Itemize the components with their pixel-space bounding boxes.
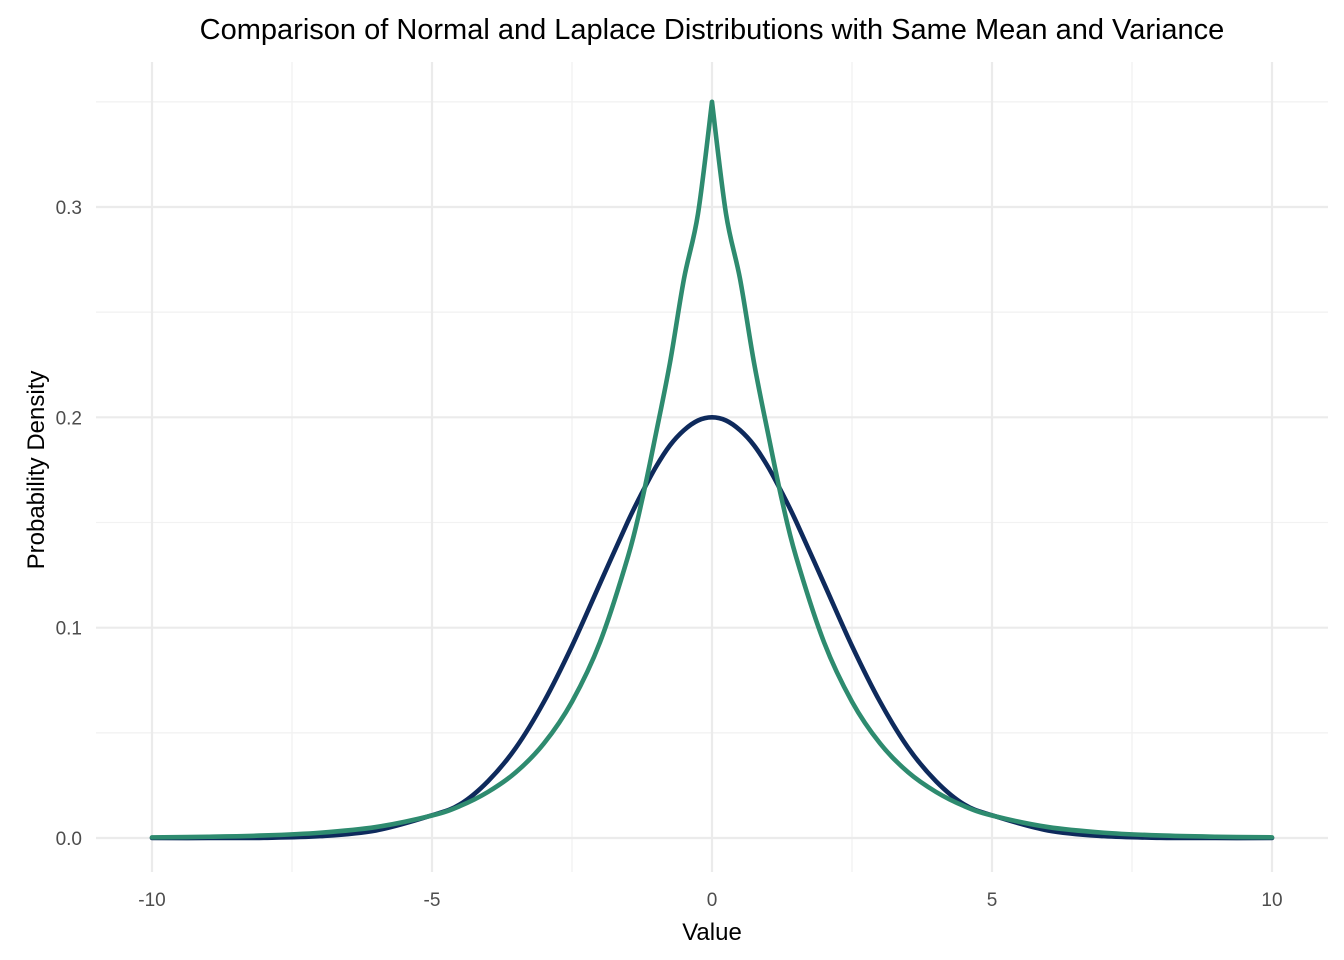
x-tick-label: 0 <box>707 890 718 911</box>
x-axis-title: Value <box>682 919 742 946</box>
y-tick-label: 0.1 <box>56 619 82 640</box>
series-line-2 <box>149 99 1275 840</box>
y-tick-label: 0.0 <box>56 829 82 850</box>
series-layer <box>149 99 1275 841</box>
y-tick-label: 0.2 <box>56 408 82 429</box>
grid-layer <box>96 62 1328 872</box>
tick-layer: -10 -5 0 5 10 0.0 0.1 0.2 0.3 <box>56 198 1283 911</box>
chart-title: Comparison of Normal and Laplace Distrib… <box>200 14 1225 46</box>
x-tick-label: -10 <box>138 890 165 911</box>
y-axis-title: Probability Density <box>23 371 50 570</box>
x-tick-label: -5 <box>424 890 441 911</box>
x-tick-label: 5 <box>987 890 998 911</box>
x-tick-label: 10 <box>1261 890 1282 911</box>
y-tick-label: 0.3 <box>56 198 82 219</box>
